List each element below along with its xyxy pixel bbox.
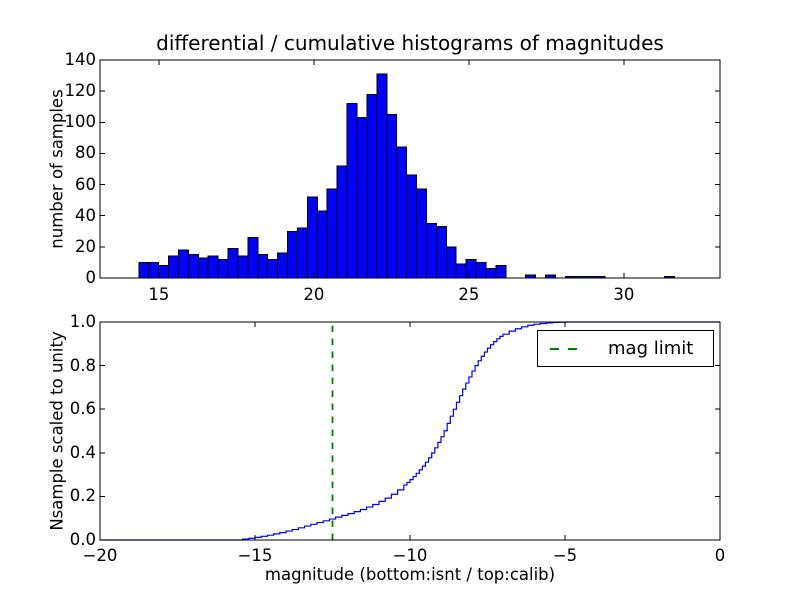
tick-label: 0 [85,267,97,287]
histogram-bar [306,196,318,279]
histogram-bar [287,230,298,279]
histogram-bar [356,117,368,279]
tick-label: 0.8 [69,355,96,375]
legend: mag limit [537,330,714,367]
tick-label: 0.2 [69,486,96,506]
tick-label: 1.0 [69,311,96,331]
histogram-bar [257,254,269,279]
tick-label: 60 [75,174,96,194]
histogram-bar [435,226,447,279]
tick-label: 0.0 [69,529,96,549]
histogram-bar [247,237,259,279]
histogram-bar [386,114,398,279]
axes-spine [99,59,721,279]
histogram-bar [495,265,507,279]
top-y-axis-label: number of samples [47,89,67,249]
histogram-bar [406,174,418,279]
legend-label: mag limit [608,338,694,359]
tick-label: 100 [64,112,97,132]
histogram-bar [168,255,179,279]
histogram-bar [148,261,160,279]
histogram-bar [455,263,467,279]
histogram-bar [366,93,378,279]
tick-label: 40 [75,205,96,225]
tick-label: 140 [64,49,97,69]
tick-label: 120 [64,80,97,100]
histogram-bar [267,258,279,279]
mag-limit-dash-sample [550,347,586,350]
histogram-bar [416,188,427,279]
histogram-bar [138,261,150,279]
histogram-bar [326,188,338,279]
tick-label: 20 [303,285,325,304]
histogram-bar [336,165,348,279]
tick-label: 20 [75,236,96,256]
histogram-bar [197,257,209,279]
tick-label: −15 [237,546,273,565]
histogram-bar [187,254,199,279]
histogram-bar [485,268,497,279]
histogram-bar [346,103,358,279]
histogram-bar [475,261,487,279]
histogram-bar [277,252,289,279]
bottom-y-axis-label: Nsample scaled to unity [47,331,67,531]
chart-title: differential / cumulative histograms of … [156,31,664,55]
histogram-bar [445,246,457,279]
histogram-bar [396,146,408,279]
histogram-bar [425,223,437,279]
histogram-bar [207,255,219,279]
histogram-bar [217,258,229,279]
histogram-bar [177,249,189,279]
histogram-bar [296,227,308,279]
tick-label: 80 [75,143,96,163]
histogram-bar [237,255,249,279]
histogram-bar [465,258,477,279]
tick-label: 0.4 [69,442,96,462]
tick-label: −5 [552,546,578,565]
tick-label: −10 [392,546,428,565]
tick-label: −20 [82,546,118,565]
tick-label: 25 [458,285,480,304]
histogram-bar [227,247,239,279]
histogram-bar [376,73,388,279]
tick-label: 0 [714,546,726,565]
tick-label: 15 [148,285,170,304]
tick-label: 30 [613,285,635,304]
histogram-bar [158,265,170,279]
histogram-bar [316,210,328,279]
cumulative-curve [100,321,720,541]
tick-label: 0.6 [69,398,96,418]
bottom-x-axis-label: magnitude (bottom:isnt / top:calib) [264,565,556,584]
